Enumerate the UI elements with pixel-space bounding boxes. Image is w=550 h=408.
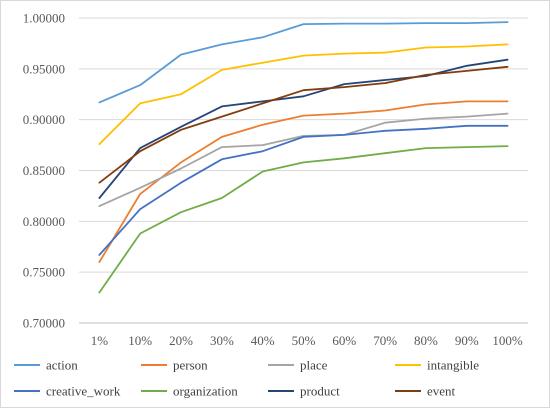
y-axis-tick-labels: 0.70000 0.75000 0.80000 0.85000 0.90000 0.950… [23, 11, 65, 331]
y-tick-label: 0.75000 [23, 265, 65, 280]
y-tick-label: 0.80000 [23, 214, 65, 229]
y-tick-label: 0.95000 [23, 61, 65, 76]
legend-label: action [46, 358, 78, 373]
x-tick-label: 50% [292, 333, 316, 348]
series-line-place [98, 112, 509, 208]
y-tick-label: 0.90000 [23, 112, 65, 127]
y-tick-label: 0.85000 [23, 163, 65, 178]
gridlines [79, 17, 528, 324]
legend-item-event: event [395, 384, 456, 399]
x-tick-label: 30% [210, 333, 234, 348]
legend-label: organization [173, 384, 238, 399]
legend-label: creative_work [46, 384, 121, 399]
series-line-action [98, 21, 509, 104]
legend-label: person [173, 358, 208, 373]
legend-label: intangible [427, 358, 479, 373]
x-axis-tick-labels: 1% 10% 20% 30% 40% 50% 60% 70% 80% 90% 100% [91, 333, 523, 348]
x-tick-label: 40% [251, 333, 275, 348]
x-tick-label: 20% [169, 333, 193, 348]
x-tick-label: 70% [373, 333, 397, 348]
x-tick-label: 100% [492, 333, 523, 348]
series-line-creative-work [98, 124, 509, 256]
legend-label: place [300, 358, 328, 373]
legend-item-organization: organization [141, 384, 238, 399]
legend-label: product [300, 384, 340, 399]
legend-item-place: place [268, 358, 328, 373]
series-line-person [98, 100, 509, 263]
legend-label: event [427, 384, 456, 399]
legend-item-intangible: intangible [395, 358, 479, 373]
x-tick-label: 10% [128, 333, 152, 348]
series-line-product [98, 58, 509, 199]
legend: action person place intangible creative_work… [14, 358, 479, 399]
legend-item-action: action [14, 358, 78, 373]
x-tick-label: 90% [455, 333, 479, 348]
series-line-event [98, 65, 509, 184]
y-tick-label: 1.00000 [23, 11, 65, 26]
x-tick-label: 80% [414, 333, 438, 348]
legend-item-person: person [141, 358, 208, 373]
series-line-organization [98, 145, 509, 294]
x-tick-label: 60% [332, 333, 356, 348]
series-line-intangible [98, 43, 509, 146]
y-tick-label: 0.70000 [23, 316, 65, 331]
x-tick-label: 1% [91, 333, 109, 348]
legend-item-product: product [268, 384, 340, 399]
legend-item-creative-work: creative_work [14, 384, 121, 399]
series-lines [98, 21, 509, 294]
